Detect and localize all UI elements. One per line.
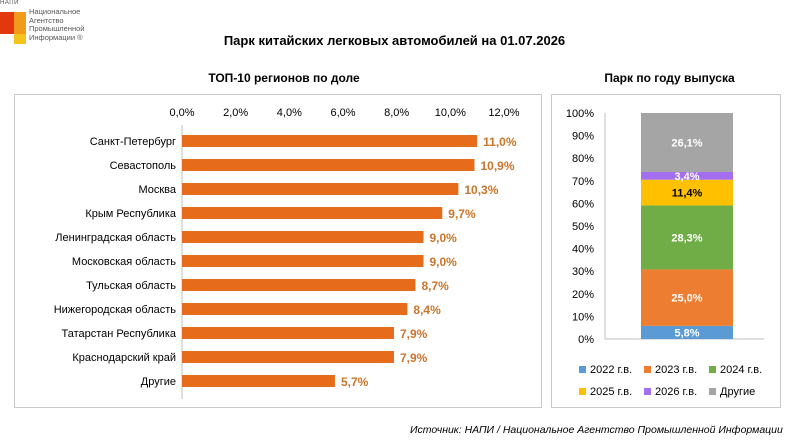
category-label: Ленинградская область [55, 232, 176, 244]
data-label: 7,9% [400, 327, 428, 341]
data-label: 11,0% [483, 135, 517, 149]
y-tick-label: 20% [572, 289, 594, 301]
source-note: Источник: НАПИ / Национальное Агентство … [410, 424, 783, 436]
x-tick-label: 0,0% [169, 107, 194, 119]
legend-label: 2024 г.в. [720, 364, 762, 376]
y-tick-label: 70% [572, 176, 594, 188]
y-tick-label: 0% [578, 334, 594, 346]
data-label: 8,7% [421, 279, 449, 293]
x-tick-label: 4,0% [277, 107, 302, 119]
y-tick-label: 30% [572, 266, 594, 278]
y-tick-label: 60% [572, 198, 594, 210]
category-label: Крым Республика [85, 208, 177, 220]
regions-chart-title: ТОП-10 регионов по доле [208, 71, 360, 85]
stack-segment [641, 179, 733, 206]
data-label: 8,4% [413, 303, 441, 317]
stack-segment [641, 171, 733, 180]
years-chart-panel: 0% 10% 20% 30% 40% 50% 60% 70% 80% 90% 100% 5,8% 25,… [551, 94, 781, 408]
x-tick-label: 8,0% [384, 107, 409, 119]
regions-chart-panel: 0,0% 2,0% 4,0% 6,0% 8,0% 10,0% 12,0% Санкт-Пете… [14, 94, 542, 408]
category-label: Севастополь [110, 160, 177, 172]
legend-swatch [579, 366, 586, 373]
years-chart-title: Парк по году выпуска [604, 71, 735, 85]
data-label: 10,9% [480, 159, 514, 173]
bar [182, 183, 459, 195]
legend-label: Другие [720, 386, 755, 398]
category-label: Татарстан Республика [61, 328, 176, 340]
x-tick-label: 6,0% [330, 107, 355, 119]
x-tick-label: 10,0% [435, 107, 466, 119]
bar [182, 375, 335, 387]
legend-swatch [709, 388, 716, 395]
bar [182, 279, 416, 291]
legend-label: 2025 г.в. [590, 386, 632, 398]
bar [182, 135, 478, 147]
category-label: Краснодарский край [72, 352, 176, 364]
legend-swatch [644, 388, 651, 395]
data-label: 9,0% [430, 255, 458, 269]
legend-swatch [709, 366, 716, 373]
logo-abbr: НАПИ [0, 0, 19, 6]
category-label: Московская область [72, 256, 176, 268]
data-label: 5,8% [674, 327, 699, 339]
category-label: Нижегородская область [54, 304, 177, 316]
bar [182, 351, 394, 363]
bar [182, 255, 424, 267]
data-label: 5,7% [341, 375, 369, 389]
data-label: 11,4% [672, 188, 703, 200]
x-tick-label: 2,0% [223, 107, 248, 119]
legend-label: 2023 г.в. [655, 364, 697, 376]
data-label: 28,3% [671, 232, 702, 244]
logo: НАПИ Национальное Агентство Промышленной… [0, 0, 110, 56]
data-label: 9,0% [430, 231, 458, 245]
regions-bar-chart: 0,0% 2,0% 4,0% 6,0% 8,0% 10,0% 12,0% Санкт-Пете… [54, 107, 520, 399]
category-label: Москва [138, 184, 176, 196]
data-label: 7,9% [400, 351, 428, 365]
bar [182, 207, 443, 219]
x-tick-label: 12,0% [488, 107, 519, 119]
bar [182, 159, 475, 171]
logo-name: Национальное Агентство Промышленной Инфо… [29, 7, 85, 42]
legend-swatch [644, 366, 651, 373]
legend-swatch [579, 388, 586, 395]
y-tick-label: 10% [572, 311, 594, 323]
years-stacked-chart: 0% 10% 20% 30% 40% 50% 60% 70% 80% 90% 100% 5,8% 25,… [566, 108, 764, 398]
data-label: 10,3% [464, 183, 498, 197]
bar [182, 231, 424, 243]
stack-segment [641, 269, 733, 326]
y-tick-label: 90% [572, 131, 594, 143]
legend-label: 2022 г.в. [590, 364, 632, 376]
y-tick-label: 40% [572, 244, 594, 256]
data-label: 3,4% [674, 171, 699, 183]
category-label: Тульская область [86, 280, 176, 292]
page-title: Парк китайских легковых автомобилей на 0… [223, 33, 566, 48]
data-label: 9,7% [448, 207, 476, 221]
y-tick-label: 100% [566, 108, 594, 120]
y-tick-label: 50% [572, 221, 594, 233]
legend-label: 2026 г.в. [655, 386, 697, 398]
bar [182, 327, 394, 339]
logo-mark [0, 12, 14, 34]
stack-segment [641, 205, 733, 270]
stack-segment [641, 325, 733, 339]
bar [182, 303, 408, 315]
category-label: Другие [141, 376, 176, 388]
data-label: 26,1% [671, 137, 702, 149]
stack-segment [641, 113, 733, 172]
data-label: 25,0% [671, 293, 702, 305]
y-tick-label: 80% [572, 153, 594, 165]
category-label: Санкт-Петербург [90, 136, 176, 148]
